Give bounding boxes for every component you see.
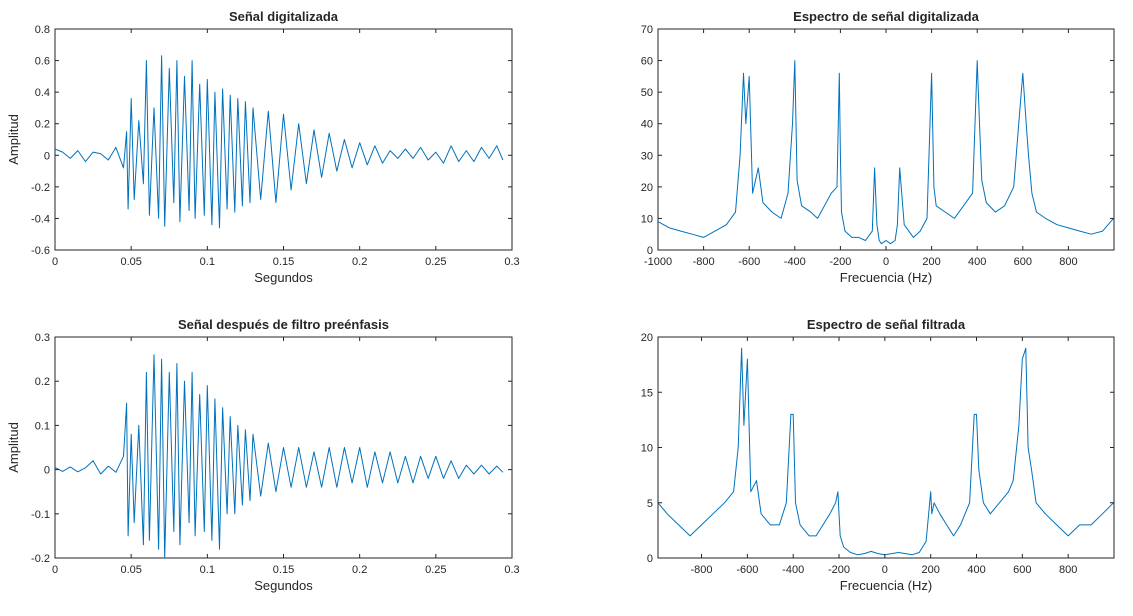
spectrum-xtick-label: 0	[883, 256, 889, 268]
signal-xtick-label: 0	[52, 256, 58, 268]
signal-ytick-label: 0	[44, 150, 50, 162]
spectrum-xlabel: Frecuencia (Hz)	[840, 270, 932, 285]
filtered-xtick-label: 0.25	[425, 564, 446, 576]
signal-xtick-label: 0.3	[504, 256, 519, 268]
spectrum-xtick-label: -600	[738, 256, 760, 268]
filtered-spectrum-frame	[657, 336, 1115, 559]
spectrum-xtick-label: -1000	[644, 256, 672, 268]
signal-ytick-label: -0.4	[31, 213, 50, 225]
spectrum-xtick-label: 600	[1014, 256, 1032, 268]
filtered-axes: 0 0.05 0.1 0.15 0.2 0.25 0.3 -0.2 -0.1 0 0.1 0.2 0.3…	[6, 317, 520, 593]
filtered-spectrum-ytick-label: 5	[647, 498, 653, 510]
filtered-spectrum-xtick-label: -400	[782, 564, 804, 576]
signal-ytick-label: 0.4	[35, 87, 50, 99]
spectrum-ytick-label: 70	[641, 24, 653, 36]
signal-ytick-label: 0.8	[35, 24, 50, 36]
filtered-series-line-0	[54, 354, 504, 559]
filtered-spectrum-xtick-label: -800	[691, 564, 713, 576]
filtered-spectrum-xtick-label: 600	[1013, 564, 1031, 576]
signal-ylabel: Amplitud	[6, 114, 21, 165]
filtered-ytick-label: 0	[44, 465, 50, 477]
filtered-spectrum-ytick-label: 10	[641, 443, 653, 455]
spectrum-axes: -1000 -800 -600 -400 -200 0 200 400 600 800 0 10 20 3…	[641, 9, 1115, 285]
filtered-spectrum-xtick-label: -200	[828, 564, 850, 576]
filtered-spectrum-title: Espectro de señal filtrada	[807, 317, 966, 332]
spectrum-ytick-label: 0	[647, 245, 653, 257]
filtered-xtick-label: 0.15	[273, 564, 294, 576]
spectrum-xtick-label: 400	[968, 256, 986, 268]
filtered-xtick-label: 0.3	[504, 564, 519, 576]
spectrum-ytick-label: 10	[641, 213, 653, 225]
signal-series-line-0	[54, 55, 504, 229]
spectrum-ytick-label: 20	[641, 182, 653, 194]
filtered-spectrum-xtick-label: 0	[882, 564, 888, 576]
filtered-spectrum-ytick-label: 15	[641, 387, 653, 399]
filtered-spectrum-xtick-label: 200	[922, 564, 940, 576]
spectrum-ytick-label: 50	[641, 87, 653, 99]
filtered-ytick-label: -0.1	[31, 509, 50, 521]
signal-xtick-label: 0.05	[120, 256, 141, 268]
filtered-spectrum-xlabel: Frecuencia (Hz)	[840, 578, 932, 593]
spectrum-xtick-label: 200	[922, 256, 940, 268]
filtered-ylabel: Amplitud	[6, 422, 21, 473]
spectrum-ytick-label: 30	[641, 150, 653, 162]
spectrum-series-line-0	[657, 60, 1114, 245]
signal-xlabel: Segundos	[254, 270, 313, 285]
signal-xtick-label: 0.15	[273, 256, 294, 268]
spectrum-frame	[657, 28, 1115, 251]
filtered-xtick-label: 0	[52, 564, 58, 576]
filtered-spectrum-xtick-label: 800	[1059, 564, 1077, 576]
spectrum-xtick-label: -200	[829, 256, 851, 268]
signal-xtick-label: 0.2	[352, 256, 367, 268]
filtered-spectrum-xtick-label: 400	[967, 564, 985, 576]
filtered-spectrum-axes: -800 -600 -400 -200 0 200 400 600 800 0 5 10 15 20 Esp…	[641, 317, 1115, 593]
filtered-xtick-label: 0.2	[352, 564, 367, 576]
filtered-ytick-label: 0.3	[35, 332, 50, 344]
signal-ytick-label: 0.2	[35, 119, 50, 131]
filtered-xtick-label: 0.1	[200, 564, 215, 576]
filtered-ytick-label: 0.2	[35, 376, 50, 388]
spectrum-xtick-label: 800	[1059, 256, 1077, 268]
filtered-xtick-label: 0.05	[120, 564, 141, 576]
filtered-ytick-label: 0.1	[35, 420, 50, 432]
spectrum-ytick-label: 60	[641, 56, 653, 68]
filtered-ytick-label: -0.2	[31, 553, 50, 565]
spectrum-xtick-label: -800	[693, 256, 715, 268]
spectrum-ytick-label: 40	[641, 119, 653, 131]
spectrum-xtick-label: -400	[784, 256, 806, 268]
filtered-spectrum-ytick-label: 0	[647, 553, 653, 565]
signal-frame	[54, 28, 513, 251]
signal-axes: 0 0.05 0.1 0.15 0.2 0.25 0.3 -0.6 -0.4 -0.2 0 0.2 0.…	[6, 9, 520, 285]
signal-ytick-label: -0.6	[31, 245, 50, 257]
filtered-xlabel: Segundos	[254, 578, 313, 593]
filtered-spectrum-series-line-0	[657, 347, 1114, 556]
filtered-title: Señal después de filtro preénfasis	[178, 317, 389, 332]
signal-ytick-label: -0.2	[31, 182, 50, 194]
signal-ytick-label: 0.6	[35, 56, 50, 68]
filtered-spectrum-ytick-label: 20	[641, 332, 653, 344]
spectrum-title: Espectro de señal digitalizada	[793, 9, 979, 24]
signal-xtick-label: 0.1	[200, 256, 215, 268]
signal-title: Señal digitalizada	[229, 9, 339, 24]
filtered-spectrum-xtick-label: -600	[736, 564, 758, 576]
signal-xtick-label: 0.25	[425, 256, 446, 268]
